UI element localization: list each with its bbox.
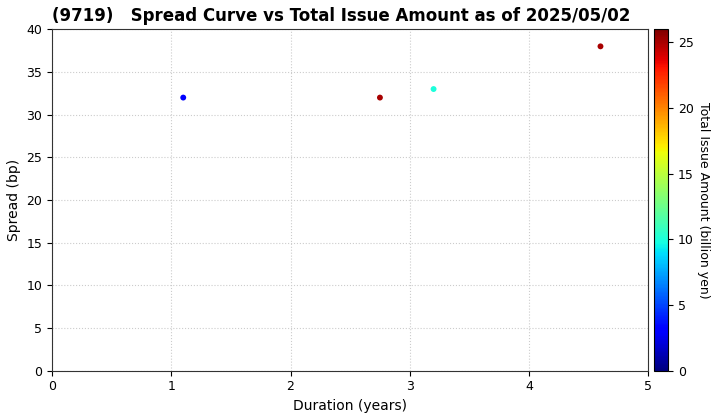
Point xyxy=(177,94,189,101)
Y-axis label: Total Issue Amount (billion yen): Total Issue Amount (billion yen) xyxy=(698,102,711,298)
Point xyxy=(374,94,386,101)
Text: (9719)   Spread Curve vs Total Issue Amount as of 2025/05/02: (9719) Spread Curve vs Total Issue Amoun… xyxy=(52,7,631,25)
X-axis label: Duration (years): Duration (years) xyxy=(293,399,407,413)
Point xyxy=(595,43,606,50)
Point xyxy=(428,86,439,92)
Y-axis label: Spread (bp): Spread (bp) xyxy=(7,159,21,241)
